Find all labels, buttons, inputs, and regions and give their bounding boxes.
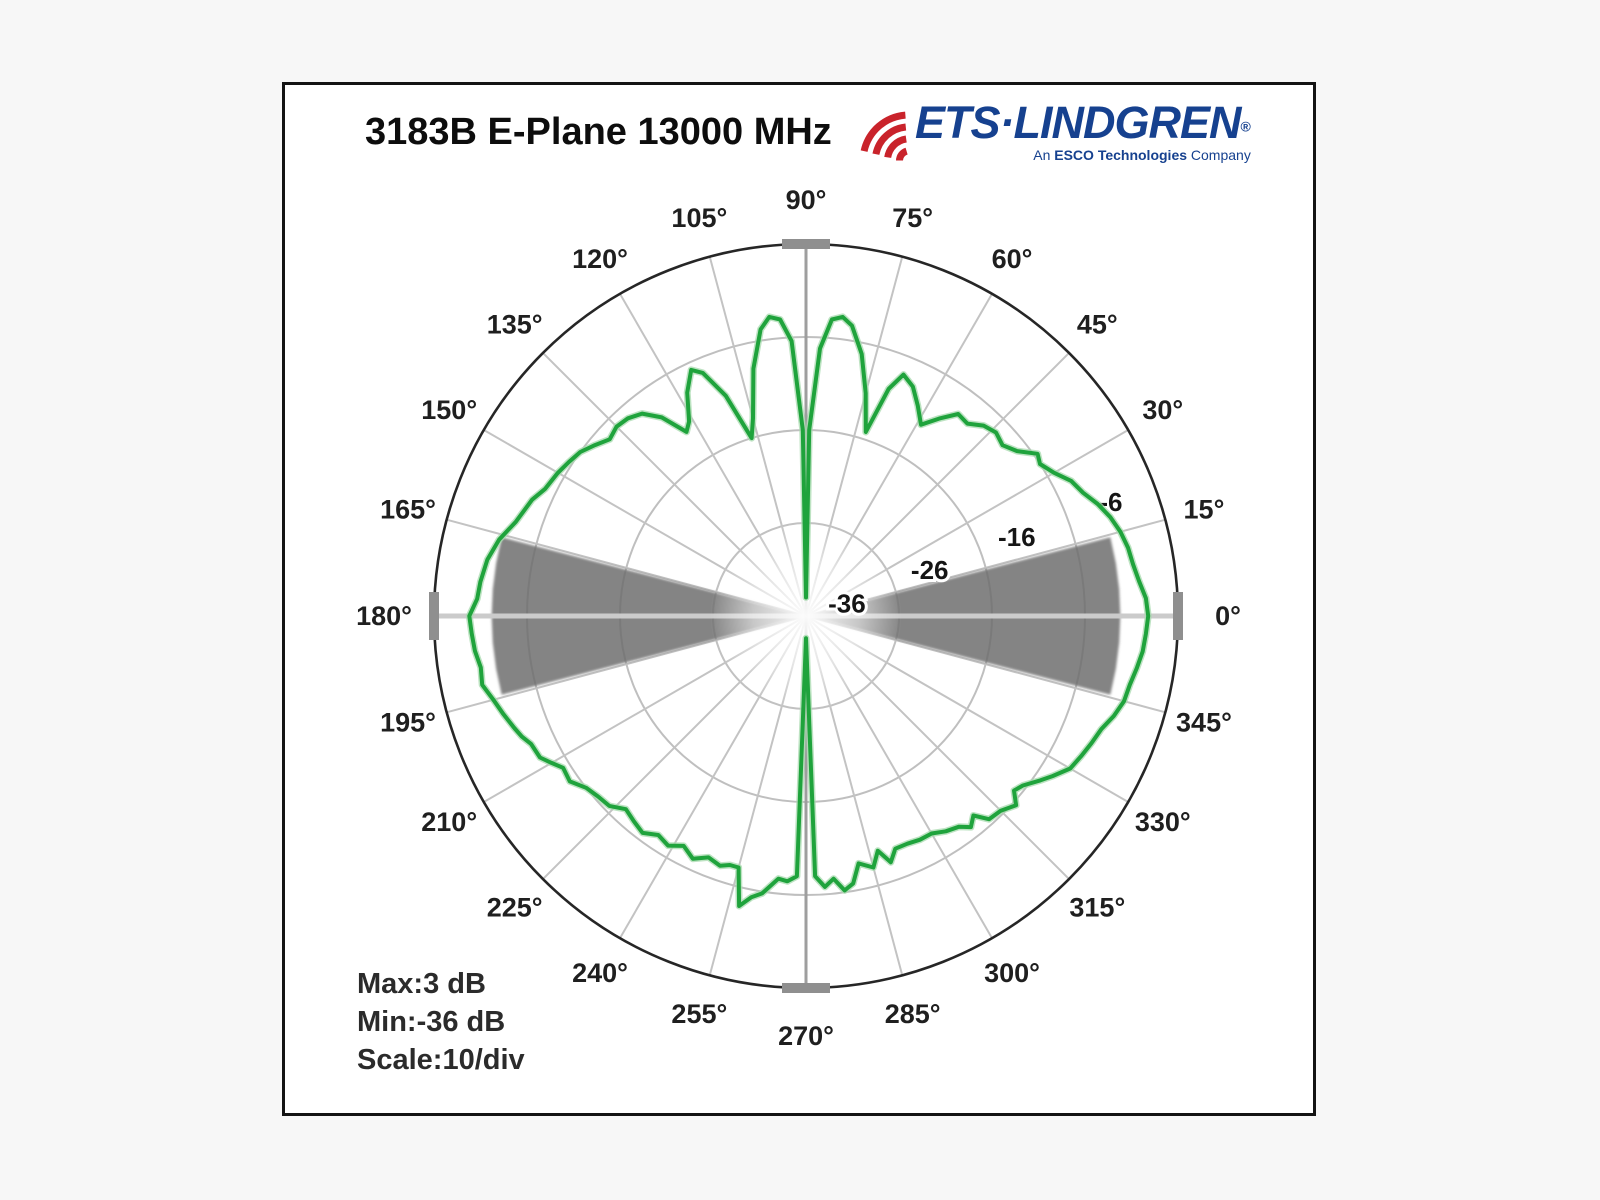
- angle-label-240: 240°: [572, 958, 628, 988]
- angle-label-90: 90°: [786, 185, 827, 215]
- logo-text-block: ETS·LINDGREN® An ESCO Technologies Compa…: [915, 97, 1251, 163]
- angle-label-30: 30°: [1142, 395, 1183, 425]
- min-label: Min:-36 dB: [357, 1006, 506, 1038]
- angle-label-75: 75°: [892, 203, 933, 233]
- logo-tagline: An ESCO Technologies Company: [915, 147, 1251, 163]
- polar-pattern-chart: 0° 15° 30° 45° 60° 75° 90° 105° 120° 135° 150° 165°…: [356, 185, 1241, 1051]
- registered-mark: ®: [1240, 118, 1251, 135]
- chart-title: 3183B E-Plane 13000 MHz: [365, 111, 832, 153]
- tick-90: [782, 239, 830, 249]
- angle-label-120: 120°: [572, 244, 628, 274]
- pattern-trace: [467, 314, 1151, 908]
- scale-info: Max:3 dB Min:-36 dB Scale:10/div: [357, 965, 525, 1079]
- tick-0: [1173, 592, 1183, 640]
- angle-label-150: 150°: [421, 395, 477, 425]
- angle-label-0: 0°: [1215, 601, 1241, 631]
- angle-label-270: 270°: [778, 1021, 834, 1051]
- center-fade: [710, 520, 902, 712]
- tagline-post: Company: [1187, 147, 1251, 163]
- plot-frame: 3183B E-Plane 13000 MHz ETS·LINDGREN® An…: [282, 82, 1316, 1116]
- angle-label-210: 210°: [421, 807, 477, 837]
- angle-label-225: 225°: [487, 892, 543, 922]
- angle-label-285: 285°: [885, 999, 941, 1029]
- angle-label-15: 15°: [1184, 494, 1225, 524]
- max-label: Max:3 dB: [357, 968, 486, 1000]
- tagline-pre: An: [1033, 147, 1055, 163]
- angle-label-165: 165°: [380, 494, 436, 524]
- angle-label-300: 300°: [984, 958, 1040, 988]
- angle-label-330: 330°: [1135, 807, 1191, 837]
- radio-waves-icon: [860, 111, 909, 161]
- angle-label-195: 195°: [380, 708, 436, 738]
- db-ring-label--36: -36: [828, 588, 866, 618]
- angle-label-60: 60°: [992, 244, 1033, 274]
- angle-label-135: 135°: [487, 310, 543, 340]
- tagline-bold: ESCO Technologies: [1054, 147, 1188, 163]
- angle-label-180: 180°: [356, 601, 412, 631]
- angle-label-345: 345°: [1176, 708, 1232, 738]
- angle-label-45: 45°: [1077, 310, 1118, 340]
- ets-lindgren-logo: ETS·LINDGREN® An ESCO Technologies Compa…: [847, 97, 1251, 165]
- angle-label-105: 105°: [671, 203, 727, 233]
- angle-label-255: 255°: [671, 999, 727, 1029]
- db-ring-label--16: -16: [998, 522, 1036, 552]
- angle-label-315: 315°: [1069, 892, 1125, 922]
- logo-wordmark: ETS·LINDGREN: [915, 97, 1241, 148]
- scale-label: Scale:10/div: [357, 1044, 525, 1076]
- tick-180: [429, 592, 439, 640]
- tick-270: [782, 983, 830, 993]
- db-ring-label--26: -26: [911, 555, 949, 585]
